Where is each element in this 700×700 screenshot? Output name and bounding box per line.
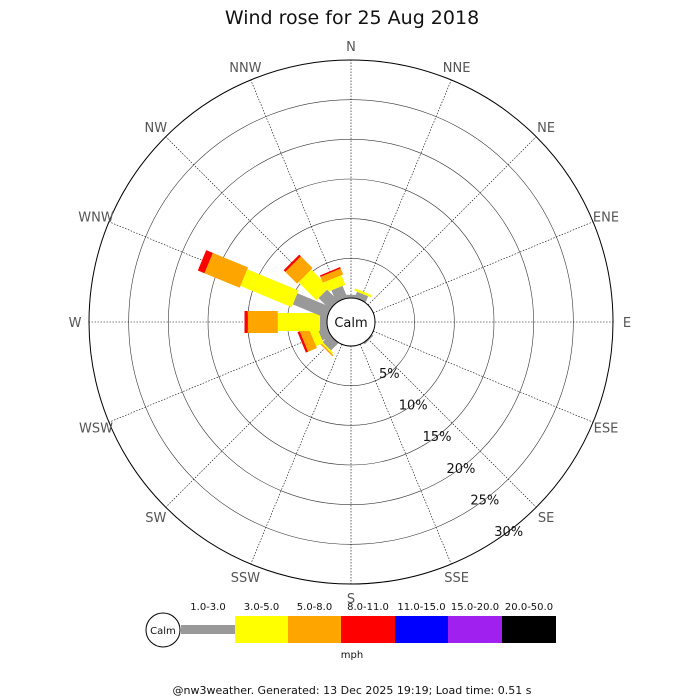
- bar-SE-1.0-3.0: [363, 334, 374, 345]
- calm-label: Calm: [334, 316, 367, 331]
- direction-label-W: W: [69, 316, 82, 331]
- bar-WSW-8.0-11.0: [297, 331, 309, 353]
- legend-swatch-20.0-50.0: [502, 616, 556, 643]
- bar-WNW-3.0-5.0: [240, 269, 299, 308]
- radial-tick-labels: 5% 10% 15% 20% 25% 30%: [379, 367, 523, 540]
- legend-label-11.0-15.0: 11.0-15.0: [397, 602, 445, 613]
- legend-label-1.0-3.0: 1.0-3.0: [190, 602, 225, 613]
- bar-W-8.0-11.0: [244, 311, 248, 333]
- bar-NW-5.0-8.0: [285, 256, 313, 284]
- direction-label-NE: NE: [537, 121, 555, 136]
- bar-WNW-8.0-11.0: [197, 250, 213, 274]
- legend-swatch-15.0-20.0: [448, 616, 502, 643]
- spoke-NE: [367, 136, 537, 306]
- bar-NW-1.0-3.0: [318, 289, 339, 310]
- direction-label-N: N: [346, 40, 356, 55]
- legend-label-15.0-20.0: 15.0-20.0: [451, 602, 499, 613]
- bar-N-1.0-3.0: [345, 294, 357, 298]
- bar-WNW-5.0-8.0: [204, 252, 248, 288]
- legend-label-8.0-11.0: 8.0-11.0: [347, 602, 389, 613]
- direction-label-NW: NW: [145, 121, 168, 136]
- legend-unit: mph: [341, 650, 363, 661]
- spoke-ESE: [373, 330, 594, 423]
- chart-title: Wind rose for 25 Aug 2018: [225, 7, 479, 29]
- bar-NW-3.0-5.0: [298, 269, 330, 301]
- radial-label-20: 20%: [446, 462, 475, 477]
- bar-W-5.0-8.0: [247, 311, 278, 333]
- direction-labels: N NNE NE ENE E ESE SE SSE S SSW SW WSW W WNW NW NNW: [69, 40, 632, 607]
- legend-label-5.0-8.0: 5.0-8.0: [297, 602, 332, 613]
- spoke-NNE: [359, 79, 452, 300]
- grid-circle-20: [168, 139, 534, 505]
- bar-NNW-8.0-11.0: [319, 267, 341, 277]
- direction-label-SSW: SSW: [231, 571, 261, 586]
- legend-calm-circle: [145, 612, 181, 648]
- legend-label-20.0-50.0: 20.0-50.0: [505, 602, 553, 613]
- bar-NNW-1.0-3.0: [331, 285, 348, 303]
- legend-swatch-5.0-8.0: [288, 616, 341, 643]
- legend-swatch-3.0-5.0: [235, 616, 288, 643]
- legend-label-3.0-5.0: 3.0-5.0: [244, 602, 279, 613]
- bar-NNE-3.0-5.0: [354, 288, 372, 298]
- legend-swatch-8.0-11.0: [341, 616, 395, 643]
- direction-label-ESE: ESE: [594, 422, 619, 437]
- bar-NNW-3.0-5.0: [324, 275, 346, 292]
- radial-label-25: 25%: [470, 494, 499, 509]
- direction-label-SE: SE: [538, 511, 554, 526]
- bar-WSW-5.0-8.0: [299, 327, 317, 352]
- spoke-SW: [165, 338, 335, 508]
- radial-label-10: 10%: [399, 399, 428, 414]
- legend-swatch-1.0-3.0: [181, 625, 235, 634]
- bar-NW-8.0-11.0: [283, 254, 301, 272]
- footer-text: @nw3weather. Generated: 13 Dec 2025 19:1…: [173, 684, 532, 697]
- calm-center: Calm: [326, 297, 376, 347]
- spoke-SSE: [359, 344, 452, 565]
- bar-WNW-1.0-3.0: [292, 293, 332, 319]
- spoke-ENE: [373, 221, 594, 314]
- radial-label-30: 30%: [494, 525, 523, 540]
- spoke-WSW: [108, 330, 329, 423]
- legend-swatch-11.0-15.0: [395, 616, 448, 643]
- direction-label-WNW: WNW: [78, 210, 114, 225]
- bar-WSW-3.0-5.0: [309, 326, 324, 347]
- bar-W-3.0-5.0: [277, 313, 320, 331]
- bar-NNW-5.0-8.0: [320, 268, 344, 283]
- wind-bars: [197, 250, 374, 357]
- radial-label-15: 15%: [423, 430, 452, 445]
- speed-legend: Calm 1.0-3.0 3.0-5.0 5.0-8.0 8.0-11.0 11.0-1…: [145, 602, 556, 661]
- radial-label-5: 5%: [379, 367, 400, 382]
- bar-W-1.0-3.0: [319, 316, 327, 328]
- direction-label-SSE: SSE: [444, 571, 469, 586]
- legend-calm-label: Calm: [150, 626, 176, 637]
- calm-circle: [326, 297, 376, 347]
- bar-NNE-1.0-3.0: [354, 291, 369, 303]
- grid-circle-15: [207, 178, 495, 466]
- direction-label-S: S: [347, 592, 355, 607]
- direction-label-SW: SW: [145, 511, 166, 526]
- direction-label-E: E: [623, 316, 631, 331]
- spoke-SSW: [250, 344, 343, 565]
- spoke-SE: [367, 338, 537, 508]
- direction-label-ENE: ENE: [593, 210, 619, 225]
- direction-label-NNW: NNW: [229, 61, 261, 76]
- direction-label-WSW: WSW: [79, 422, 113, 437]
- direction-label-NNE: NNE: [443, 61, 471, 76]
- spoke-NNW: [250, 79, 343, 300]
